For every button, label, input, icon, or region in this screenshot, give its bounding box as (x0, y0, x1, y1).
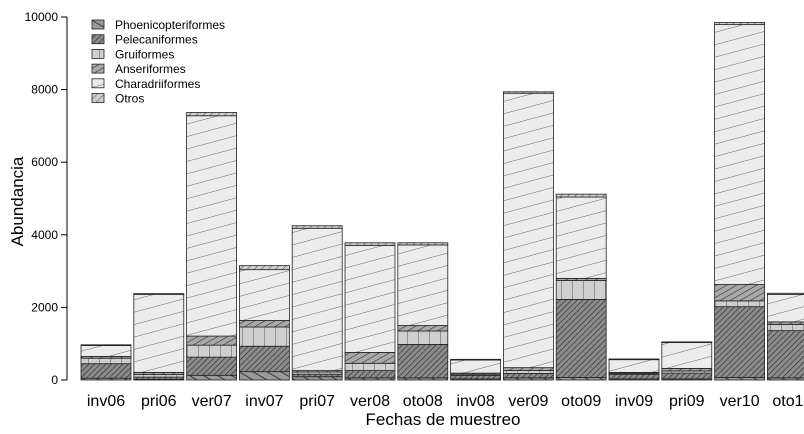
x-tick-label: ver07 (192, 393, 232, 410)
y-tick-label: 0 (51, 373, 58, 387)
bar-segment-inv08-otros (450, 358, 502, 361)
bar-segment-inv07-pelecaniformes (238, 345, 290, 373)
bar-segment-pri07-charadriiformes (291, 227, 343, 371)
legend-swatch (91, 49, 105, 59)
x-tick-label: inv09 (615, 393, 653, 410)
bar-segment-pri06-otros (133, 293, 185, 295)
bar-segment-oto08-anseriformes (397, 325, 449, 332)
bar-segment-inv09-otros (608, 358, 660, 361)
x-tick-label: oto10 (772, 393, 804, 410)
legend-swatch (91, 78, 105, 89)
bar-segment-oto08-pelecaniformes (397, 344, 449, 379)
bar-segment-pri09-otros (661, 341, 713, 344)
bar-segment-pri09-charadriiformes (661, 342, 713, 369)
bar-segment-pri06-charadriiformes (133, 293, 185, 373)
legend-swatch (91, 63, 105, 74)
y-tick-label: 10000 (25, 10, 59, 24)
bar-segment-inv08-charadriiformes (450, 359, 502, 374)
legend-label: Anseriformes (115, 62, 186, 76)
bar-segment-ver07-otros (186, 112, 238, 117)
bar-segment-ver08-gruiformes (344, 362, 396, 371)
bar-segment-ver08-pelecaniformes (344, 370, 396, 379)
x-axis: inv06 pri06 ver07 inv07 pri07 ver08 oto08 inv08… (87, 393, 804, 410)
bar-segment-oto08-otros (397, 242, 449, 246)
x-tick-label: inv07 (245, 393, 283, 410)
bar-segment-pri07-phoenicopteriformes (291, 376, 343, 381)
bar-segment-ver08-charadriiformes (344, 244, 396, 353)
bar-segment-oto10-pelecaniformes (767, 330, 804, 379)
legend-label: Phoenicopteriformes (115, 18, 225, 32)
bar-segment-oto08-charadriiformes (397, 244, 449, 326)
bar-segment-inv06-charadriiformes (80, 345, 132, 357)
bar-segment-oto10-charadriiformes (767, 293, 804, 323)
y-axis: 0 2000 4000 6000 8000 10000 (25, 10, 68, 387)
x-tick-label: ver10 (720, 393, 760, 410)
bar-segment-ver08-otros (344, 242, 396, 246)
bars (80, 22, 804, 381)
bar-segment-inv07-gruiformes (238, 326, 290, 347)
bar-segment-oto09-gruiformes (555, 280, 607, 300)
x-tick-label: pri07 (299, 393, 335, 410)
y-tick-label: 6000 (31, 155, 58, 169)
legend: PhoenicopteriformesPelecaniformesGruifor… (91, 18, 225, 106)
legend-swatch (91, 19, 105, 30)
bar-segment-pri07-otros (291, 225, 343, 229)
bar-segment-ver07-pelecaniformes (186, 356, 238, 376)
bar-segment-inv06-gruiformes (80, 357, 132, 365)
bar-segment-ver09-gruiformes (502, 370, 554, 374)
bar-segment-ver07-gruiformes (186, 344, 238, 358)
legend-label: Otros (115, 92, 144, 106)
y-axis-title: Abundancia (8, 156, 27, 246)
bar-segment-inv07-otros (238, 265, 290, 271)
bar-segment-ver09-anseriformes (502, 367, 554, 371)
bar-segment-ver08-anseriformes (344, 352, 396, 364)
legend-label: Gruiformes (115, 47, 174, 61)
bar-segment-inv08-pelecaniformes (450, 374, 502, 380)
bar-segment-ver07-anseriformes (186, 335, 238, 346)
bar-segment-ver10-otros (714, 22, 765, 26)
bar-segment-ver07-phoenicopteriformes (186, 374, 238, 381)
x-tick-label: pri06 (141, 393, 177, 410)
y-tick-label: 4000 (31, 228, 58, 242)
legend-label: Pelecaniformes (115, 33, 198, 47)
bar-segment-inv07-anseriformes (238, 320, 290, 328)
bar-segment-ver09-pelecaniformes (502, 373, 554, 379)
bar-segment-ver07-charadriiformes (186, 115, 238, 337)
y-tick-label: 8000 (31, 83, 58, 97)
x-tick-label: inv08 (456, 393, 494, 410)
bar-segment-oto08-gruiformes (397, 330, 449, 345)
bar-segment-inv07-phoenicopteriformes (238, 371, 290, 381)
bar-segment-oto09-pelecaniformes (555, 299, 607, 378)
bar-segment-ver10-charadriiformes (714, 24, 765, 285)
bar-segment-oto09-otros (555, 193, 607, 198)
bar-segment-ver10-gruiformes (714, 300, 765, 308)
bar-segment-oto09-charadriiformes (555, 196, 607, 279)
x-tick-label: pri09 (669, 393, 705, 410)
x-axis-title: Fechas de muestreo (366, 410, 521, 429)
x-tick-label: oto09 (561, 393, 601, 410)
bar-segment-oto10-gruiformes (767, 324, 804, 332)
x-tick-label: ver08 (350, 393, 390, 410)
bar-segment-ver10-anseriformes (714, 284, 765, 302)
bar-segment-ver10-pelecaniformes (714, 306, 765, 378)
x-tick-label: oto08 (403, 393, 443, 410)
y-tick-label: 2000 (31, 300, 58, 314)
bar-segment-ver09-otros (502, 91, 554, 94)
bar-segment-inv09-charadriiformes (608, 359, 660, 373)
bar-segment-oto10-otros (767, 292, 804, 295)
bar-segment-pri09-pelecaniformes (661, 372, 713, 380)
x-tick-label: inv06 (87, 393, 125, 410)
bar-segment-inv06-pelecaniformes (80, 363, 132, 379)
legend-swatch (91, 34, 105, 45)
bar-segment-inv06-otros (80, 344, 132, 346)
bar-segment-inv09-pelecaniformes (608, 374, 660, 380)
x-tick-label: ver09 (508, 393, 548, 410)
legend-label: Charadriiformes (115, 77, 200, 91)
legend-swatch (91, 93, 105, 103)
bar-segment-inv07-charadriiformes (238, 269, 290, 321)
bar-segment-ver09-charadriiformes (502, 92, 554, 369)
